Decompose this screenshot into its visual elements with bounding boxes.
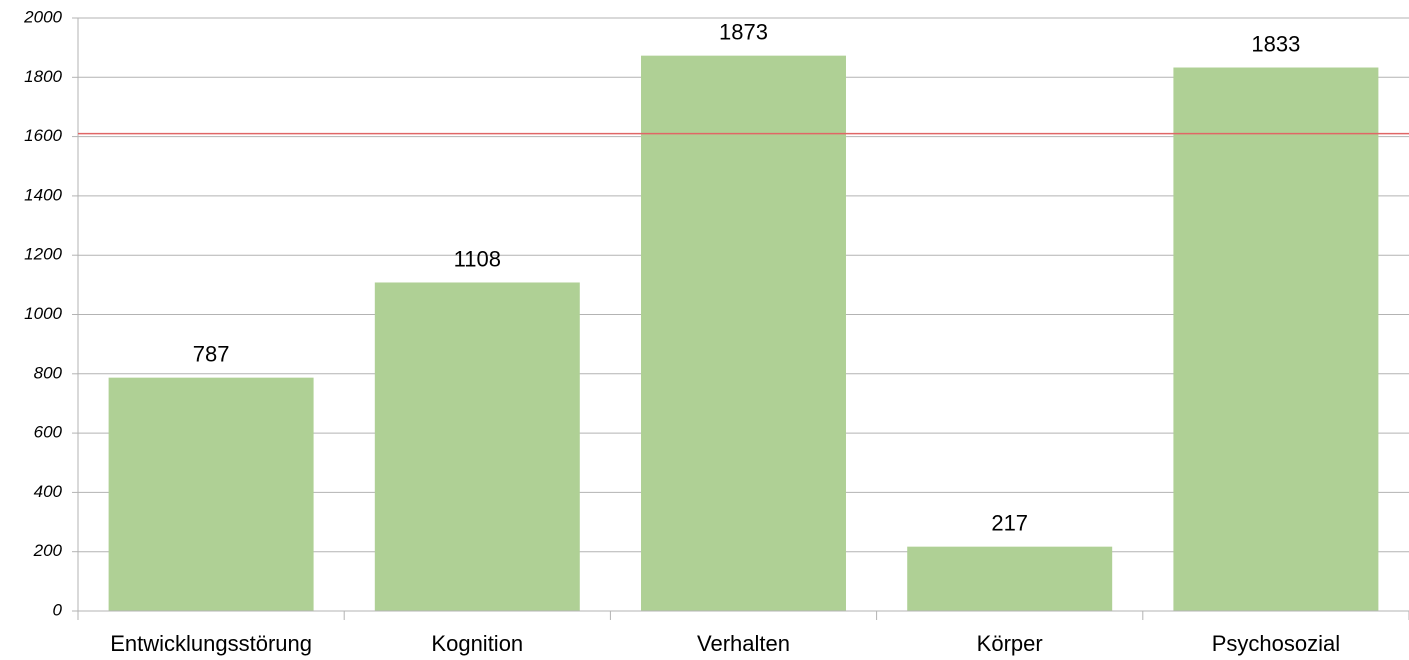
- y-tick-label: 1600: [24, 126, 62, 145]
- value-label: 1108: [454, 246, 501, 271]
- y-tick-label: 1400: [24, 185, 62, 204]
- value-label: 1833: [1251, 31, 1300, 56]
- y-tick-label: 1000: [24, 304, 62, 323]
- bar: [907, 546, 1113, 611]
- x-tick-label: Körper: [977, 631, 1043, 656]
- y-tick-label: 400: [34, 482, 63, 501]
- bar: [108, 377, 314, 611]
- bar: [374, 282, 580, 611]
- x-tick-label: Verhalten: [697, 631, 790, 656]
- y-tick-label: 1200: [24, 245, 62, 264]
- value-label: 787: [193, 341, 230, 366]
- y-tick-label: 800: [34, 363, 63, 382]
- bar: [1173, 67, 1379, 611]
- y-tick-label: 2000: [23, 7, 62, 26]
- value-label: 217: [991, 510, 1028, 535]
- x-tick-label: Psychosozial: [1212, 631, 1340, 656]
- y-tick-label: 0: [53, 600, 63, 619]
- bar: [641, 55, 846, 611]
- x-tick-label: Kognition: [431, 631, 523, 656]
- y-tick-label: 200: [33, 541, 63, 560]
- y-tick-label: 600: [34, 423, 63, 442]
- y-tick-label: 1800: [24, 67, 62, 86]
- value-label: 1873: [719, 19, 768, 44]
- x-tick-label: Entwicklungsstörung: [110, 631, 312, 656]
